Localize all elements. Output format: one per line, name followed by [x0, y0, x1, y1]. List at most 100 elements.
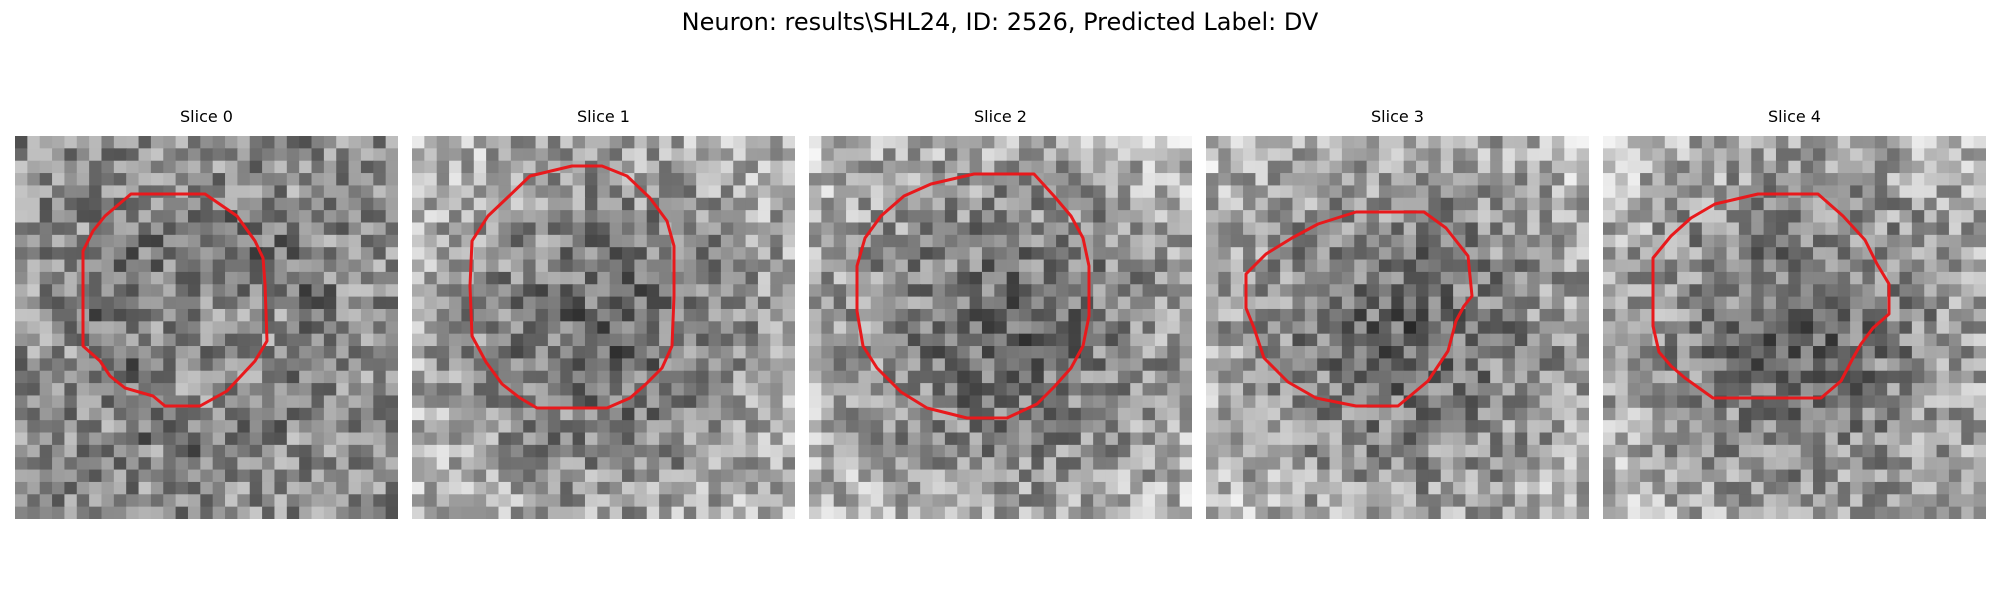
image-pixel: [770, 395, 784, 409]
image-pixel: [1366, 222, 1380, 236]
image-pixel: [1230, 148, 1244, 162]
image-pixel: [572, 259, 586, 273]
image-pixel: [1627, 321, 1641, 335]
image-pixel: [809, 383, 822, 397]
image-pixel: [1689, 222, 1703, 236]
image-pixel: [1317, 457, 1331, 471]
image-pixel: [1043, 370, 1057, 384]
image-pixel: [659, 370, 673, 384]
image-pixel: [1800, 148, 1814, 162]
image-pixel: [733, 247, 747, 261]
image-pixel: [1788, 333, 1802, 347]
image-pixel: [969, 222, 983, 236]
image-pixel: [1354, 432, 1368, 446]
image-pixel: [1465, 234, 1479, 248]
image-pixel: [1850, 395, 1864, 409]
image-pixel: [1813, 444, 1826, 458]
image-pixel: [646, 222, 660, 236]
image-pixel: [1230, 234, 1244, 248]
image-pixel: [1514, 222, 1528, 236]
image-pixel: [510, 469, 524, 483]
image-pixel: [584, 296, 598, 310]
image-pixel: [1391, 333, 1405, 347]
image-pixel: [486, 457, 500, 471]
image-pixel: [708, 136, 722, 149]
image-pixel: [1837, 185, 1851, 199]
image-pixel: [1093, 148, 1107, 162]
image-pixel: [1280, 358, 1294, 372]
image-pixel: [1887, 160, 1901, 174]
image-pixel: [1043, 271, 1057, 285]
image-pixel: [683, 407, 697, 421]
image-pixel: [39, 494, 53, 508]
image-pixel: [560, 444, 574, 458]
image-pixel: [64, 185, 78, 199]
image-pixel: [1640, 308, 1654, 322]
image-pixel: [907, 444, 921, 458]
image-pixel: [27, 247, 41, 261]
image-pixel: [1502, 321, 1516, 335]
image-pixel: [846, 222, 860, 236]
image-pixel: [833, 321, 847, 335]
image-pixel: [1763, 432, 1777, 446]
image-pixel: [1948, 185, 1962, 199]
image-pixel: [52, 481, 66, 495]
image-pixel: [225, 370, 238, 384]
image-pixel: [1366, 370, 1380, 384]
image-pixel: [1924, 383, 1938, 397]
image-pixel: [385, 481, 398, 495]
image-pixel: [944, 222, 958, 236]
image-pixel: [412, 321, 425, 335]
image-pixel: [547, 321, 561, 335]
image-pixel: [858, 358, 872, 372]
image-pixel: [101, 395, 115, 409]
image-pixel: [895, 173, 909, 187]
image-pixel: [1887, 420, 1901, 434]
slice-image: [15, 136, 398, 519]
image-pixel: [126, 506, 140, 519]
image-pixel: [609, 296, 623, 310]
image-pixel: [385, 358, 398, 372]
image-pixel: [449, 420, 463, 434]
image-pixel: [200, 321, 214, 335]
image-pixel: [523, 197, 537, 211]
image-pixel: [1317, 284, 1331, 298]
image-pixel: [634, 234, 648, 248]
image-pixel: [1105, 210, 1119, 224]
image-pixel: [1751, 333, 1765, 347]
image-pixel: [274, 457, 288, 471]
image-pixel: [1230, 494, 1244, 508]
image-pixel: [286, 173, 300, 187]
image-pixel: [1714, 346, 1728, 359]
image-pixel: [944, 247, 958, 261]
image-pixel: [1117, 469, 1131, 483]
image-pixel: [360, 383, 374, 397]
image-pixel: [1775, 321, 1789, 335]
image-pixel: [1218, 395, 1232, 409]
image-pixel: [994, 481, 1008, 495]
image-pixel: [671, 444, 685, 458]
image-pixel: [15, 308, 28, 322]
image-pixel: [126, 271, 140, 285]
image-pixel: [1453, 407, 1467, 421]
image-pixel: [1948, 173, 1962, 187]
image-pixel: [1627, 271, 1641, 285]
image-pixel: [1539, 222, 1553, 236]
image-pixel: [1652, 148, 1666, 162]
image-pixel: [720, 173, 734, 187]
image-pixel: [1862, 494, 1876, 508]
image-pixel: [150, 259, 164, 273]
image-pixel: [1267, 321, 1281, 335]
image-pixel: [1006, 197, 1020, 211]
image-pixel: [883, 370, 897, 384]
image-pixel: [833, 358, 847, 372]
image-pixel: [1218, 160, 1232, 174]
image-pixel: [473, 395, 487, 409]
image-pixel: [957, 247, 971, 261]
image-pixel: [609, 197, 623, 211]
image-pixel: [1453, 370, 1467, 384]
image-pixel: [683, 481, 697, 495]
image-pixel: [1280, 148, 1294, 162]
image-pixel: [64, 136, 78, 149]
image-pixel: [1416, 284, 1429, 298]
